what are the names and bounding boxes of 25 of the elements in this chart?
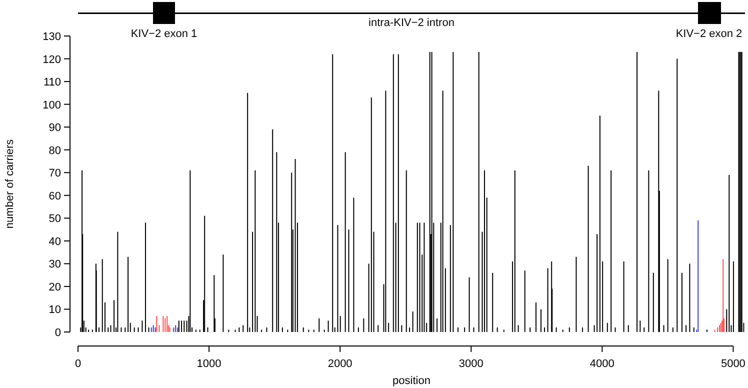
y-tick-label: 30 bbox=[48, 258, 61, 271]
y-tick-label: 0 bbox=[54, 327, 61, 339]
y-tick-label: 130 bbox=[42, 31, 61, 43]
annotation: KIV−2 exon 1 bbox=[130, 28, 198, 40]
x-tick-label: 5000 bbox=[720, 358, 746, 370]
y-tick-label: 70 bbox=[48, 168, 61, 180]
y-tick-label: 100 bbox=[42, 99, 61, 112]
x-tick-label: 2000 bbox=[328, 358, 352, 370]
y-tick-label: 110 bbox=[43, 76, 61, 89]
y-tick-label: 40 bbox=[48, 236, 61, 248]
x-tick-label: 4000 bbox=[590, 358, 614, 370]
x-axis-title: position bbox=[392, 375, 430, 387]
annotation: KIV−2 exon 2 bbox=[676, 28, 742, 40]
y-tick-label: 80 bbox=[48, 144, 61, 157]
y-tick-label: 10 bbox=[48, 304, 61, 316]
y-tick-label: 20 bbox=[48, 281, 61, 294]
text: intra-KIV−2 intron bbox=[368, 17, 454, 29]
y-tick-label: 120 bbox=[42, 54, 61, 66]
y-tick-label: 60 bbox=[48, 190, 61, 202]
x-tick-label: 1000 bbox=[196, 358, 222, 370]
y-tick-label: 90 bbox=[48, 122, 61, 134]
y-axis-title: number of carriers bbox=[4, 138, 16, 229]
x-tick-label: 3000 bbox=[458, 358, 484, 370]
x-tick-label: 0 bbox=[74, 358, 82, 370]
y-tick-label: 50 bbox=[48, 213, 61, 226]
